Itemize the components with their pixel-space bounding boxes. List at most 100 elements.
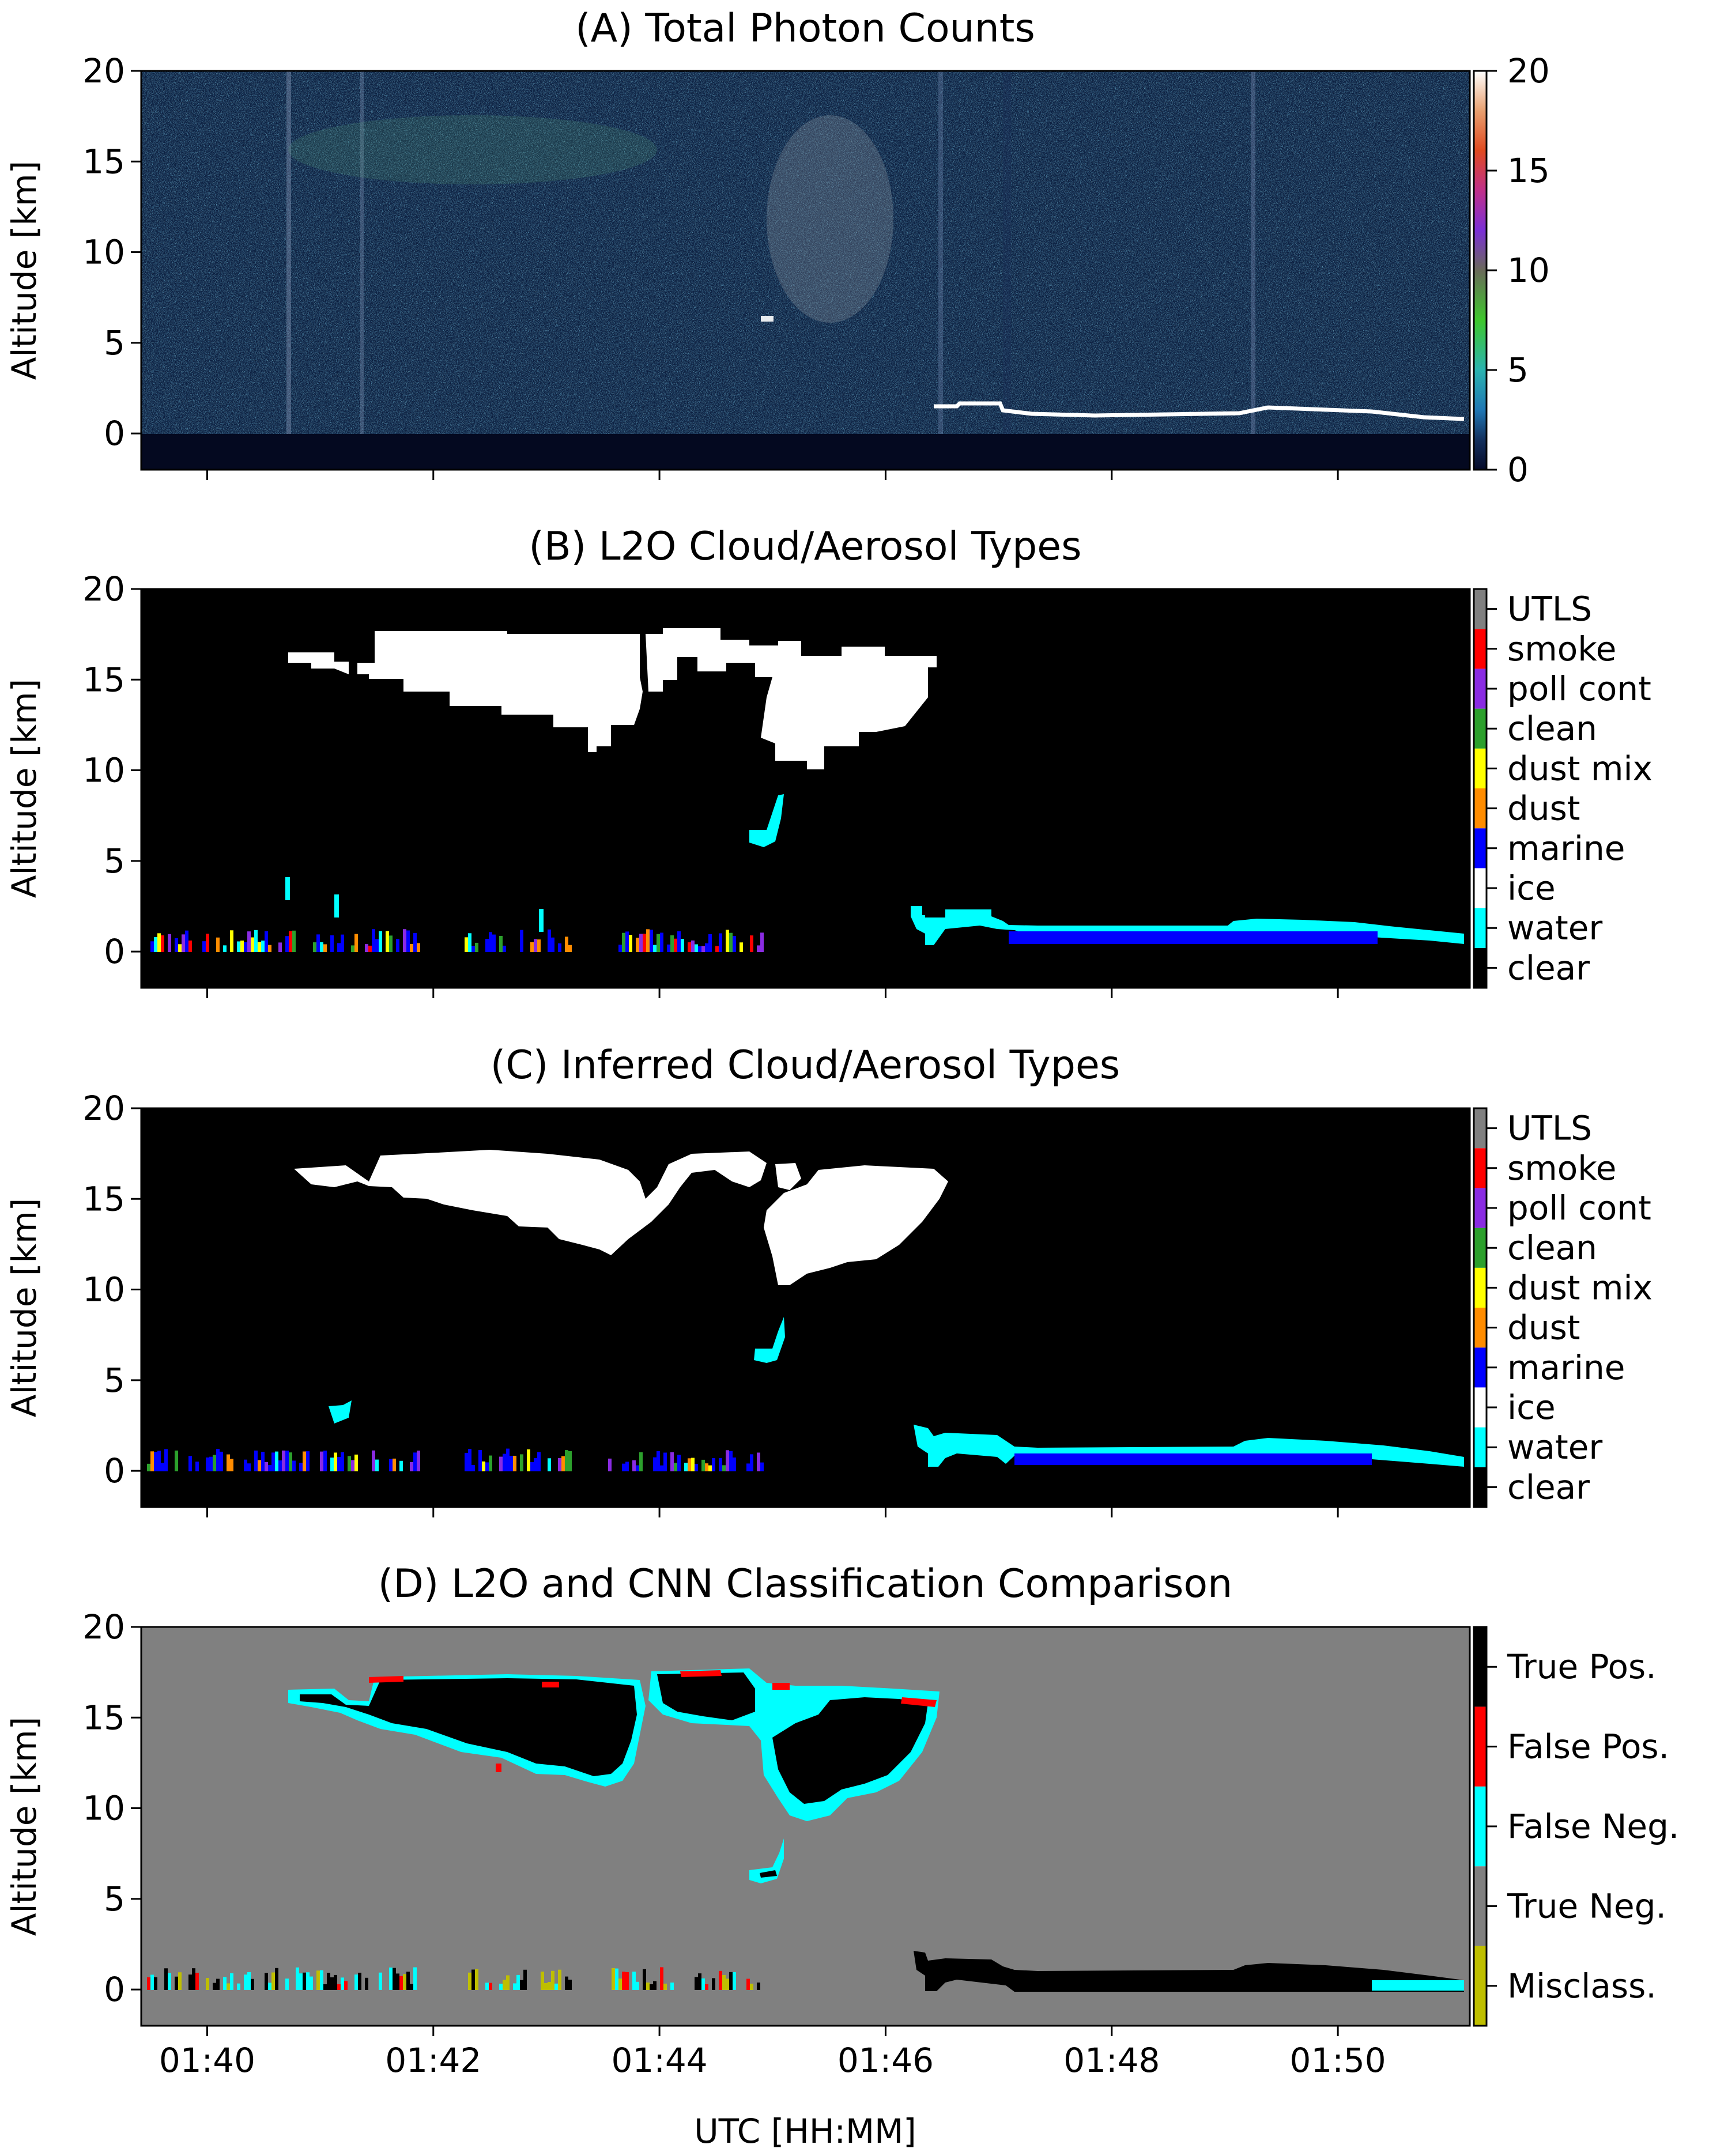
aerosol-column: [396, 1973, 399, 1990]
aerosol-column: [468, 1972, 471, 1990]
aerosol-spike: [285, 877, 290, 900]
panel-c: (C) Inferred Cloud/Aerosol Types 0 5 10 15 2…: [5, 1043, 1653, 1517]
aerosol-column: [240, 941, 244, 952]
panel-c-y-tick-label: 20: [82, 1089, 125, 1128]
aerosol-column: [244, 1459, 247, 1471]
aerosol-column: [154, 1977, 157, 1990]
legend-label: ice: [1507, 869, 1556, 908]
aerosol-column: [389, 1459, 393, 1471]
aerosol-column: [708, 934, 712, 952]
aerosol-column: [551, 1970, 554, 1990]
panel-b-low-aerosol: [150, 877, 764, 952]
aerosol-column: [639, 934, 643, 952]
aerosol-column: [670, 1452, 674, 1471]
aerosol-column: [618, 945, 622, 952]
aerosol-column: [175, 1976, 178, 1990]
aerosol-column: [503, 1980, 506, 1990]
aerosol-column: [608, 1458, 612, 1471]
aerosol-column: [375, 1459, 379, 1471]
aerosol-column: [417, 1450, 420, 1471]
aerosol-spike: [539, 909, 544, 932]
aerosol-column: [548, 1982, 551, 1990]
aerosol-column: [323, 944, 327, 952]
legend-swatch: [1474, 1387, 1487, 1428]
aerosol-column: [413, 932, 417, 952]
aerosol-column: [261, 1452, 265, 1471]
panel-b-water-mid: [749, 794, 784, 847]
panel-a-x-ticks: [206, 470, 1339, 480]
legend-label: clean: [1507, 1228, 1597, 1267]
panel-a-y-tick-label: 0: [104, 414, 125, 453]
panel-a-y-label: Altitude [km]: [5, 161, 44, 380]
aerosol-column: [399, 1460, 403, 1471]
panel-d-y-tick-label: 5: [104, 1879, 125, 1919]
aerosol-column: [625, 931, 629, 952]
aerosol-column: [244, 1974, 247, 1990]
aerosol-column: [705, 943, 708, 952]
aerosol-column: [485, 939, 489, 952]
panel-d-y-tick-label: 15: [82, 1698, 125, 1737]
aerosol-column: [516, 1974, 520, 1990]
aerosol-column: [230, 1459, 233, 1471]
aerosol-column: [330, 1458, 334, 1471]
aerosol-column: [227, 1983, 230, 1990]
aerosol-column: [705, 1463, 708, 1471]
aerosol-column: [195, 1462, 199, 1471]
aerosol-column: [670, 1983, 674, 1990]
aerosol-column: [726, 1450, 729, 1471]
aerosol-column: [757, 1452, 760, 1471]
aerosol-column: [223, 945, 227, 952]
aerosol-column: [285, 936, 289, 952]
aerosol-column: [334, 1974, 337, 1990]
aerosol-column: [209, 1456, 213, 1471]
aerosol-column: [468, 933, 471, 952]
aerosol-column: [475, 942, 478, 952]
panel-d: (D) L2O and CNN Classification Compariso…: [5, 1561, 1679, 2151]
aerosol-column: [157, 1971, 161, 1990]
aerosol-column: [251, 937, 254, 952]
aerosol-column: [182, 934, 185, 952]
aerosol-column: [750, 1454, 753, 1471]
aerosol-column: [701, 946, 705, 952]
aerosol-column: [530, 1462, 534, 1471]
aerosol-column: [554, 1983, 558, 1990]
aerosol-column: [548, 929, 551, 952]
panel-c-low-aerosol: [147, 1448, 764, 1471]
aerosol-column: [468, 1448, 471, 1471]
aerosol-column: [206, 934, 209, 952]
aerosol-column: [565, 937, 568, 952]
aerosol-column: [503, 945, 506, 952]
panel-b-y-axis: 0 5 10 15 20: [82, 569, 141, 971]
aerosol-column: [323, 1451, 327, 1471]
aerosol-column: [354, 1974, 358, 1990]
aerosol-column: [499, 1983, 503, 1990]
legend-swatch: [1474, 1627, 1487, 1707]
panel-b-x-ticks: [206, 988, 1339, 998]
x-tick-label: 01:42: [385, 2041, 481, 2080]
aerosol-column: [413, 1967, 417, 1990]
panel-a-frame: [140, 70, 1471, 471]
panel-d-y-tick-label: 10: [82, 1789, 125, 1828]
legend-swatch: [1474, 908, 1487, 948]
aerosol-column: [485, 1983, 489, 1990]
legend-swatch: [1474, 1308, 1487, 1348]
aerosol-column: [615, 1968, 618, 1990]
panel-a-y-tick-label: 15: [82, 142, 125, 181]
aerosol-column: [719, 1970, 722, 1990]
aerosol-column: [695, 1977, 698, 1990]
legend-swatch: [1474, 1267, 1487, 1308]
aerosol-column: [705, 1984, 708, 1990]
aerosol-column: [681, 938, 684, 952]
aerosol-column: [506, 1975, 510, 1990]
aerosol-column: [393, 1458, 396, 1471]
aerosol-column: [223, 1977, 227, 1990]
aerosol-column: [285, 1978, 289, 1990]
aerosol-column: [663, 1452, 667, 1471]
aerosol-column: [337, 1984, 341, 1990]
panel-a-title: (A) Total Photon Counts: [575, 6, 1035, 51]
aerosol-column: [674, 1463, 677, 1471]
aerosol-column: [688, 1458, 691, 1471]
aerosol-column: [265, 1462, 268, 1471]
aerosol-column: [653, 1981, 657, 1990]
legend-label: water: [1507, 908, 1602, 947]
